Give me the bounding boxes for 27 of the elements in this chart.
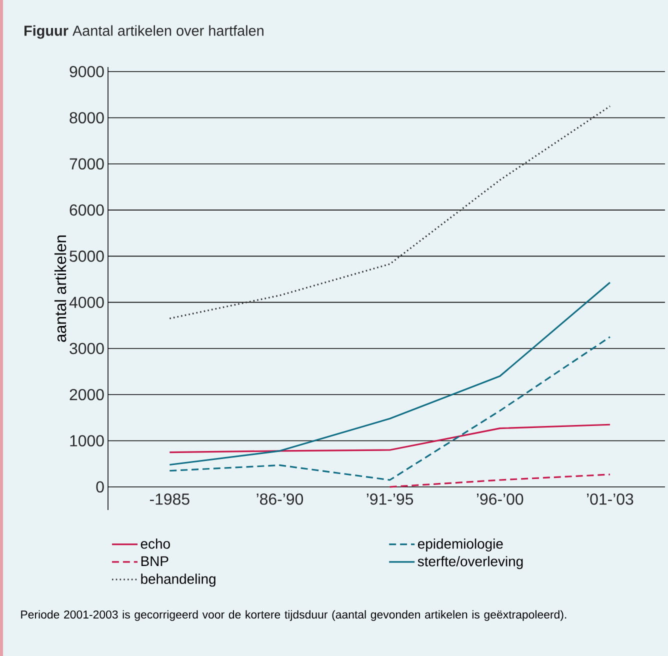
x-tick-label: ’96-’00: [476, 494, 524, 505]
x-tick-label: -1985: [150, 494, 190, 505]
x-tick-label: ’86-’90: [256, 494, 304, 505]
legend-label: epidemiologie: [418, 538, 503, 552]
y-tick-label: 0: [96, 481, 104, 493]
y-tick-label: 1000: [70, 435, 104, 446]
line-series: [168, 336, 611, 481]
y-tick-label: 4000: [69, 296, 104, 308]
legend-label: sterfte/overleving: [418, 556, 523, 570]
line-series: [168, 424, 611, 454]
x-tick-label: ’01-’03: [587, 494, 634, 505]
legend-label: echo: [140, 538, 170, 549]
y-tick-label: 3000: [70, 342, 104, 354]
y-tick-label: 7000: [70, 158, 104, 170]
line-series: [168, 105, 611, 320]
y-tick-label: 2000: [70, 388, 104, 400]
chart-title: Figuur Aantal artikelen over hartfalen: [24, 25, 264, 39]
line-series: [168, 282, 611, 466]
text: Periode 2001-2003 is gecorrigeerd voor de kortere tijdsduur (aantal gevonden artikelen is geëxtrapoleerd).: [21, 610, 566, 621]
x-tick-label: ’91-’95: [366, 494, 414, 505]
y-tick-label: 8000: [70, 112, 104, 124]
legend-label: behandeling: [141, 574, 216, 587]
y-tick-label: 5000: [70, 250, 104, 262]
y-tick-label: 9000: [70, 66, 104, 78]
y-axis-title: aantal artikelen: [54, 236, 66, 342]
y-tick-label: 6000: [70, 204, 104, 216]
legend-label: BNP: [141, 556, 168, 566]
